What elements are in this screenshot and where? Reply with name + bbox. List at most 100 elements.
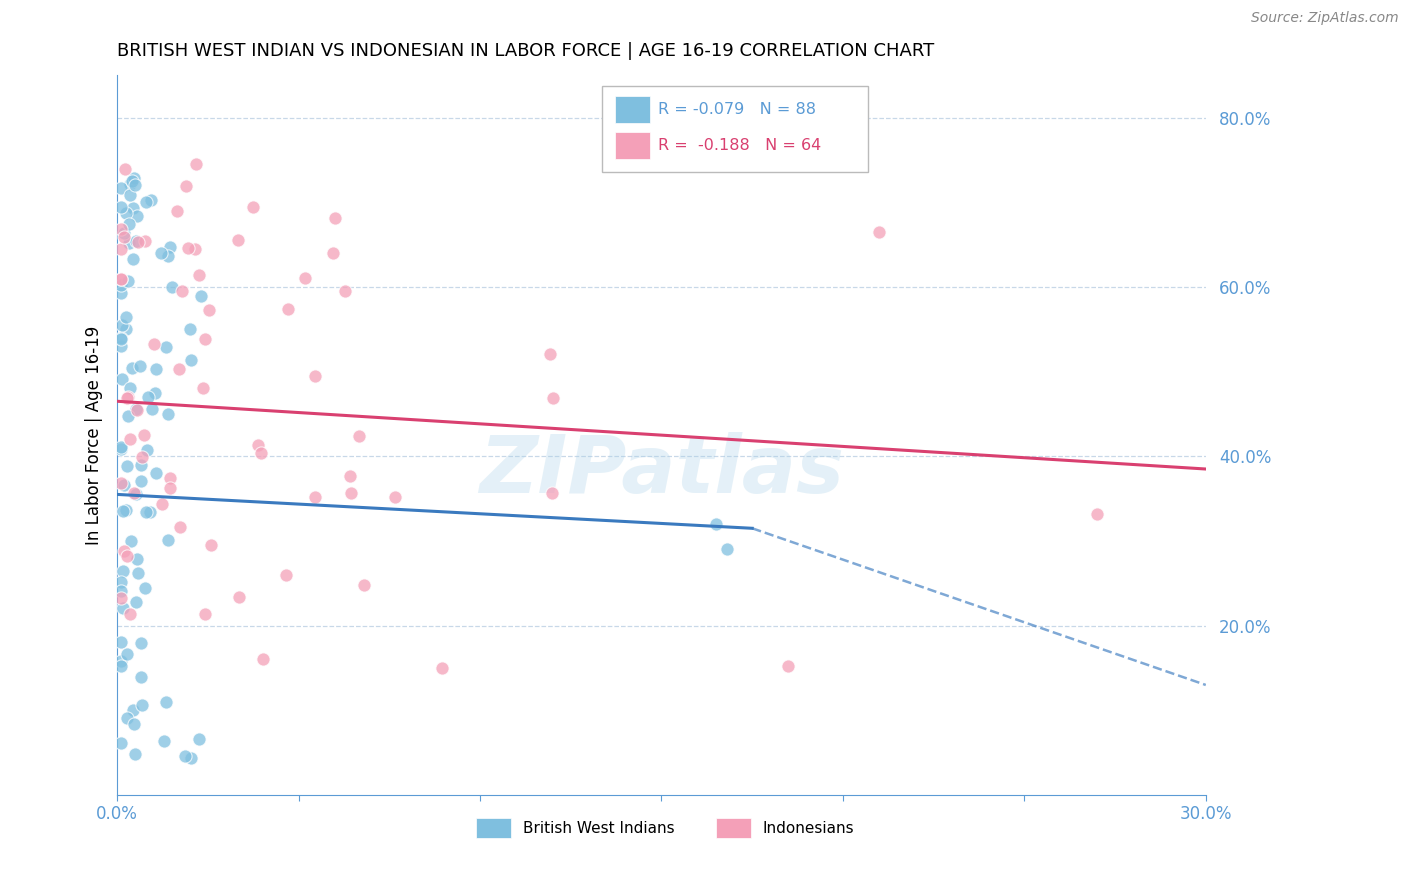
Point	[117, 390, 139, 404]
Point	[127, 566, 149, 580]
Point	[122, 171, 145, 186]
Point	[118, 235, 141, 250]
Point	[134, 581, 156, 595]
Point	[110, 242, 132, 256]
Point	[157, 533, 180, 547]
Point	[250, 446, 273, 460]
Point	[124, 401, 146, 416]
Point	[110, 659, 132, 673]
Point	[110, 440, 132, 454]
Point	[304, 369, 326, 384]
Point	[120, 432, 142, 446]
Point	[110, 575, 132, 590]
Point	[242, 200, 264, 214]
Point	[136, 443, 159, 458]
Point	[111, 504, 134, 518]
Point	[110, 272, 132, 286]
Point	[112, 543, 135, 558]
Point	[188, 732, 211, 747]
Point	[172, 285, 194, 299]
Point	[110, 635, 132, 649]
Point	[141, 194, 163, 208]
Point	[125, 595, 148, 609]
Point	[159, 239, 181, 253]
Point	[115, 647, 138, 661]
Point	[121, 252, 143, 267]
Point	[159, 470, 181, 484]
Point	[115, 321, 138, 335]
Point	[121, 361, 143, 376]
Point	[110, 338, 132, 352]
Point	[166, 204, 188, 219]
Point	[110, 736, 132, 750]
Point	[135, 195, 157, 210]
Point	[129, 359, 152, 374]
Point	[111, 564, 134, 578]
Point	[200, 538, 222, 552]
Point	[139, 505, 162, 519]
Point	[187, 268, 209, 283]
Point	[122, 485, 145, 500]
Point	[155, 695, 177, 709]
Point	[110, 591, 132, 605]
Point	[541, 486, 564, 500]
Point	[174, 178, 197, 193]
Point	[180, 750, 202, 764]
Point	[110, 180, 132, 194]
Point	[384, 490, 406, 504]
Point	[339, 486, 361, 500]
Point	[159, 481, 181, 495]
Text: BRITISH WEST INDIAN VS INDONESIAN IN LABOR FORCE | AGE 16-19 CORRELATION CHART: BRITISH WEST INDIAN VS INDONESIAN IN LAB…	[117, 42, 935, 60]
Point	[160, 280, 183, 294]
Point	[276, 567, 298, 582]
Point	[228, 590, 250, 604]
Point	[110, 222, 132, 236]
Text: Indonesians: Indonesians	[762, 821, 853, 836]
Point	[121, 174, 143, 188]
Point	[353, 577, 375, 591]
Point	[110, 200, 132, 214]
Point	[110, 584, 132, 599]
Point	[134, 235, 156, 249]
FancyBboxPatch shape	[614, 132, 650, 160]
Point	[704, 517, 727, 532]
Point	[145, 386, 167, 401]
Point	[127, 235, 149, 249]
Point	[304, 490, 326, 504]
Point	[142, 337, 165, 351]
Point	[198, 303, 221, 318]
Point	[110, 332, 132, 346]
Point	[112, 230, 135, 244]
Point	[335, 284, 357, 298]
Point	[339, 469, 361, 483]
Text: R = -0.079   N = 88: R = -0.079 N = 88	[658, 103, 817, 117]
Point	[153, 734, 176, 748]
Point	[347, 429, 370, 443]
Point	[156, 407, 179, 421]
Point	[129, 458, 152, 473]
Point	[115, 711, 138, 725]
Point	[190, 289, 212, 303]
Point	[118, 607, 141, 622]
Point	[135, 505, 157, 519]
Point	[228, 233, 250, 247]
Text: Source: ZipAtlas.com: Source: ZipAtlas.com	[1251, 11, 1399, 25]
Point	[538, 346, 561, 360]
Point	[122, 717, 145, 731]
Point	[1085, 507, 1108, 521]
Point	[125, 487, 148, 501]
Point	[120, 533, 142, 548]
Point	[110, 277, 132, 292]
Point	[127, 403, 149, 417]
Point	[124, 747, 146, 761]
Y-axis label: In Labor Force | Age 16-19: In Labor Force | Age 16-19	[86, 326, 103, 545]
Point	[194, 607, 217, 621]
Point	[169, 520, 191, 534]
Point	[110, 318, 132, 332]
Point	[716, 542, 738, 557]
Point	[120, 177, 142, 191]
Point	[184, 242, 207, 256]
Point	[124, 178, 146, 193]
Point	[131, 474, 153, 488]
Point	[115, 549, 138, 563]
